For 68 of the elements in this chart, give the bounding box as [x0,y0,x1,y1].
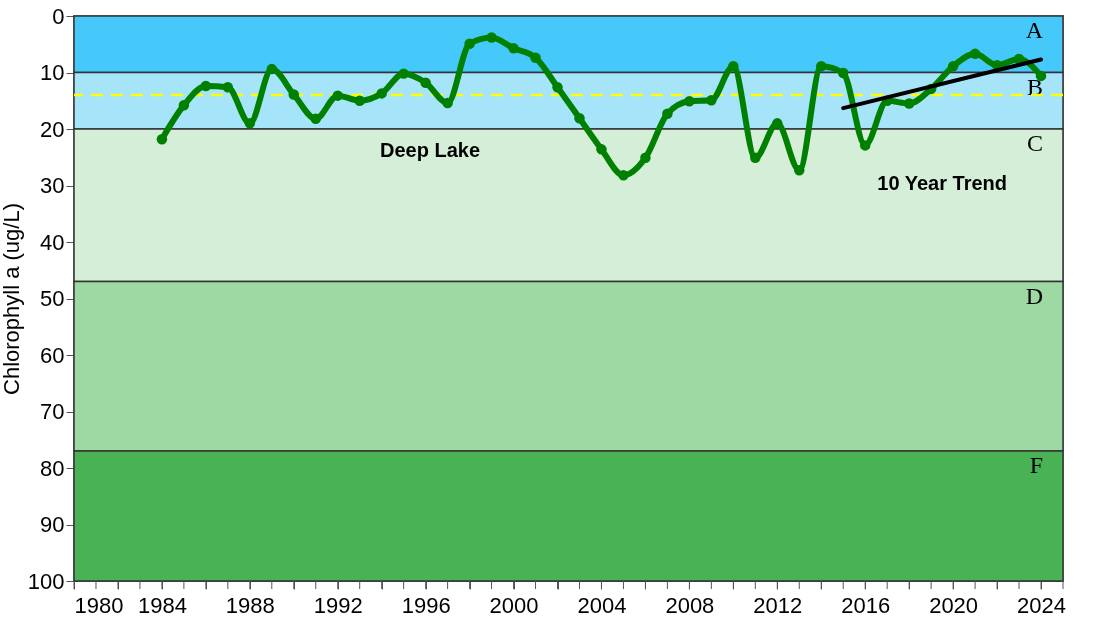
y-tick-label: 50 [40,286,65,311]
point [684,96,695,107]
point [772,118,783,129]
point [332,90,343,101]
point [464,38,475,49]
point [200,80,212,92]
band-label: D [1025,282,1043,309]
point [574,113,585,124]
x-tick-label: 2000 [489,592,539,618]
point [837,67,849,79]
point [178,100,190,111]
y-tick-label: 60 [40,342,65,368]
point [552,81,563,93]
x-tick-label: 2024 [1017,592,1066,618]
point [420,77,431,88]
text: 10 Year Trend [877,171,1007,194]
x-tick-label: 2020 [929,592,979,618]
point [816,61,827,72]
y-tick-label: 20 [40,116,65,142]
point [1013,53,1025,65]
x-tick-label: 1984 [137,592,187,618]
point [310,113,321,125]
y-axis-title: Chlorophyll a (ug/L) [0,203,24,395]
x-tick-label: 1988 [225,592,275,618]
y-tick-label: 90 [40,512,65,537]
x-tick-label: 2004 [577,592,627,618]
point [750,152,761,164]
band-label: F [1029,452,1043,479]
point [244,118,256,129]
y-tick-label: 100 [27,568,65,594]
point [618,170,629,181]
y-tick-label: 30 [40,173,65,198]
point [398,68,409,79]
point [156,133,168,145]
ref-line-label: Deep Lake [380,139,481,162]
point [288,89,300,100]
point [903,98,915,109]
point [662,108,673,119]
y-tick-label: 80 [40,455,65,481]
point [486,32,497,43]
point [442,97,453,109]
point [640,152,651,164]
y-tick-label: 40 [40,229,65,255]
point [969,48,981,60]
x-tick-label: 1980 [74,592,124,618]
band-label: A [1025,17,1044,43]
point [859,140,871,151]
x-tick-label: 1996 [401,592,451,618]
point [222,81,234,93]
point [1035,70,1047,82]
point [530,52,541,64]
x-tick-label: 1992 [313,592,363,618]
point [376,88,387,99]
y-tick-label: 10 [40,60,65,85]
point [794,165,805,176]
x-tick-label: 2012 [753,592,803,618]
point [947,61,959,72]
point [266,63,278,75]
point [596,144,607,155]
x-tick-label: 2016 [841,592,891,618]
point [706,94,717,106]
x-tick-label: 2008 [665,592,715,618]
band-label: C [1026,130,1043,156]
y-tick-label: 0 [52,3,65,29]
y-tick-label: 70 [40,399,65,424]
point [354,95,365,106]
point [728,61,739,72]
point [508,42,519,54]
